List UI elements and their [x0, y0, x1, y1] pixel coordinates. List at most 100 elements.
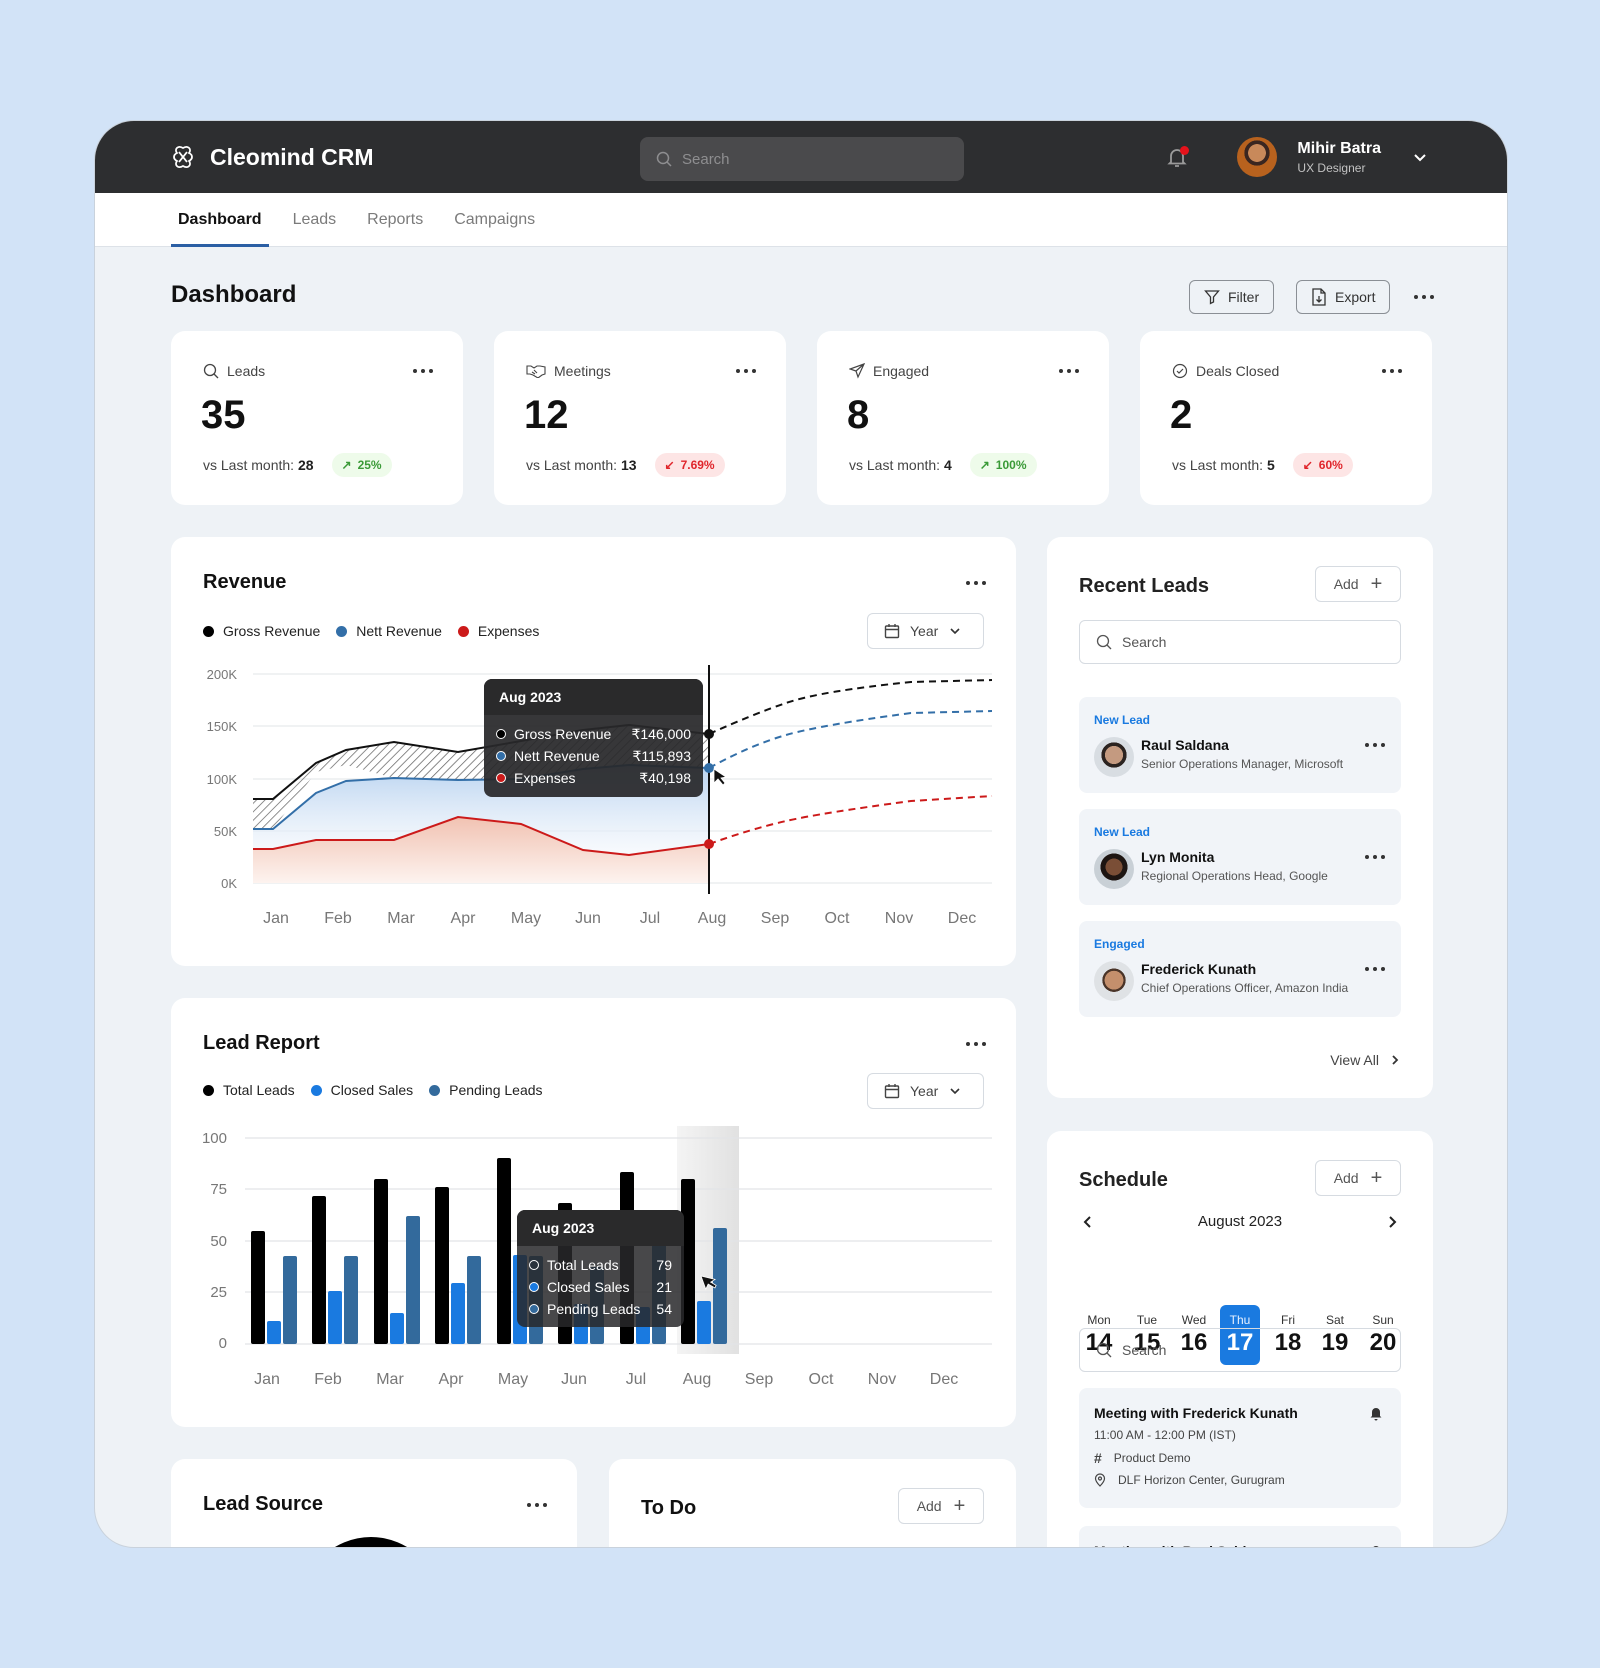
card-title: To Do: [641, 1497, 697, 1519]
day-sun[interactable]: Sun 20: [1369, 1313, 1397, 1356]
svg-text:0: 0: [219, 1335, 227, 1352]
tab-dashboard[interactable]: Dashboard: [171, 193, 269, 247]
more-button[interactable]: [1365, 967, 1385, 971]
stat-label: Leads: [227, 363, 266, 379]
day-thu-selected[interactable]: Thu 17: [1220, 1305, 1260, 1365]
stat-comparison: vs Last month: 5: [1172, 457, 1275, 473]
svg-text:Oct: Oct: [809, 1371, 834, 1388]
filter-icon: [1204, 290, 1220, 305]
user-info[interactable]: Mihir Batra UX Designer: [1297, 140, 1381, 175]
arrow-down-left-icon: ↙: [664, 458, 675, 472]
svg-text:Aug: Aug: [683, 1371, 711, 1388]
brand-logo-icon: [173, 146, 193, 168]
svg-text:Mar: Mar: [376, 1371, 404, 1388]
stat-label: Meetings: [554, 363, 611, 379]
schedule-search-input[interactable]: Search: [1079, 1328, 1401, 1372]
bell-icon[interactable]: [1368, 1405, 1384, 1421]
period-select[interactable]: Year: [867, 1073, 984, 1109]
more-button[interactable]: [1365, 855, 1385, 859]
add-todo-button[interactable]: Add +: [898, 1488, 984, 1524]
svg-text:May: May: [511, 910, 541, 927]
more-button[interactable]: [1382, 369, 1402, 373]
user-avatar[interactable]: [1237, 137, 1278, 177]
svg-text:0K: 0K: [221, 876, 237, 891]
legend-nett-revenue: Nett Revenue: [336, 623, 442, 639]
chevron-right-icon: [1392, 1055, 1399, 1065]
day-wed[interactable]: Wed 16: [1180, 1313, 1208, 1356]
meeting-time: 11:00 AM - 12:00 PM (IST): [1094, 1428, 1236, 1442]
stat-card-deals-closed: Deals Closed 2 vs Last month: 5 ↙ 60%: [1140, 331, 1432, 505]
svg-text:Apr: Apr: [451, 910, 477, 927]
pie-chart[interactable]: [301, 1537, 441, 1547]
search-icon: [656, 151, 672, 167]
lead-title: Regional Operations Head, Google: [1141, 869, 1328, 883]
meeting-item[interactable]: Meeting with Raul Saldana: [1079, 1526, 1401, 1548]
day-fri[interactable]: Fri 18: [1274, 1313, 1302, 1356]
chevron-down-icon: [950, 628, 960, 635]
day-sat[interactable]: Sat 19: [1321, 1313, 1349, 1356]
meeting-topic: Product Demo: [1113, 1451, 1191, 1465]
meeting-title: Meeting with Frederick Kunath: [1094, 1405, 1298, 1421]
lead-source-card: Lead Source: [171, 1459, 577, 1547]
revenue-card: Revenue Gross Revenue Nett Revenue Expen…: [171, 537, 1016, 966]
notifications-button[interactable]: [1165, 145, 1190, 169]
top-bar: Cleomind CRM Search Mihir Batra UX Desig…: [95, 121, 1507, 193]
paper-plane-icon: [849, 363, 865, 379]
stat-card-meetings: Meetings 12 vs Last month: 13 ↙ 7.69%: [494, 331, 786, 505]
hash-icon: #: [1094, 1450, 1102, 1466]
svg-text:Jan: Jan: [254, 1371, 280, 1388]
search-icon: [1096, 1342, 1112, 1358]
stat-label: Deals Closed: [1196, 363, 1280, 379]
brand-name: Cleomind CRM: [210, 143, 374, 170]
add-event-button[interactable]: Add +: [1315, 1160, 1401, 1196]
card-title: Schedule: [1079, 1169, 1168, 1191]
lead-status: New Lead: [1094, 713, 1151, 727]
chevron-down-icon[interactable]: [1411, 148, 1429, 166]
svg-text:Mar: Mar: [387, 910, 415, 927]
bell-icon[interactable]: [1368, 1543, 1384, 1548]
page-more-button[interactable]: [1414, 295, 1434, 299]
stat-comparison: vs Last month: 28: [203, 457, 314, 473]
brand[interactable]: Cleomind CRM: [170, 144, 374, 171]
more-button[interactable]: [1059, 369, 1079, 373]
trend-badge: ↗ 25%: [331, 453, 392, 477]
filter-button[interactable]: Filter: [1189, 280, 1275, 314]
more-button[interactable]: [527, 1503, 547, 1507]
leads-search-input[interactable]: Search: [1079, 620, 1401, 664]
period-select[interactable]: Year: [867, 613, 984, 649]
tab-reports[interactable]: Reports: [367, 210, 424, 228]
view-all-link[interactable]: View All: [1330, 1052, 1401, 1068]
chevron-left-icon[interactable]: [1081, 1215, 1095, 1229]
global-search-input[interactable]: Search: [640, 137, 964, 181]
more-button[interactable]: [966, 581, 986, 585]
chart-legend: Gross Revenue Nett Revenue Expenses: [203, 623, 539, 639]
lead-name: Lyn Monita: [1141, 849, 1215, 865]
lead-list-item[interactable]: New Lead Raul Saldana Senior Operations …: [1079, 697, 1401, 793]
meeting-item[interactable]: Meeting with Frederick Kunath 11:00 AM -…: [1079, 1388, 1401, 1508]
tab-campaigns[interactable]: Campaigns: [454, 210, 536, 228]
month-label: August 2023: [1197, 1213, 1283, 1230]
more-button[interactable]: [966, 1042, 986, 1046]
card-title: Lead Report: [203, 1032, 320, 1054]
day-tue[interactable]: Tue 15: [1133, 1313, 1161, 1356]
lead-list-item[interactable]: New Lead Lyn Monita Regional Operations …: [1079, 809, 1401, 905]
add-lead-button[interactable]: Add +: [1315, 566, 1401, 602]
lead-status: New Lead: [1094, 825, 1151, 839]
more-button[interactable]: [413, 369, 433, 373]
search-icon: [203, 363, 219, 379]
more-button[interactable]: [736, 369, 756, 373]
lead-list-item[interactable]: Engaged Frederick Kunath Chief Operation…: [1079, 921, 1401, 1017]
notification-dot: [1180, 146, 1190, 155]
svg-text:75: 75: [210, 1181, 227, 1198]
check-circle-icon: [1172, 363, 1188, 379]
chevron-right-icon[interactable]: [1385, 1215, 1399, 1229]
more-button[interactable]: [1365, 743, 1385, 747]
tab-leads[interactable]: Leads: [292, 210, 337, 228]
svg-text:Nov: Nov: [868, 1371, 896, 1388]
lead-title: Chief Operations Officer, Amazon India: [1141, 981, 1349, 995]
export-button[interactable]: Export: [1296, 280, 1391, 314]
svg-text:150K: 150K: [207, 719, 238, 734]
svg-text:200K: 200K: [207, 667, 238, 682]
svg-text:Jan: Jan: [263, 910, 289, 927]
stat-card-leads: Leads 35 vs Last month: 28 ↗ 25%: [171, 331, 463, 505]
